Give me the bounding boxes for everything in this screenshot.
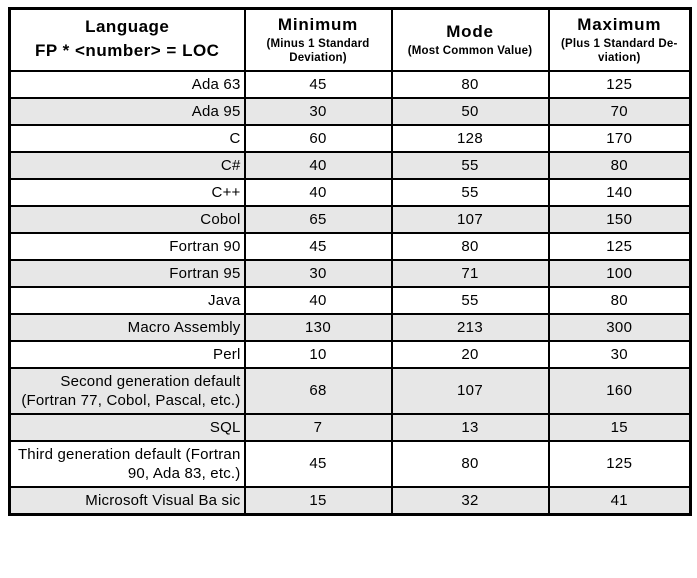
table-row: Java 40 55 80	[8, 285, 692, 315]
maximum-cell: 300	[547, 312, 692, 342]
language-header-formula: FP * <number> = LOC	[35, 41, 220, 61]
language-cell: C++	[8, 177, 246, 207]
mode-cell: 55	[390, 285, 550, 315]
language-cell: C#	[8, 150, 246, 180]
maximum-column-header: Maximum (Plus 1 Standard De-viation)	[547, 7, 692, 72]
mode-column-header: Mode (Most Common Value)	[390, 7, 550, 72]
table-row: C 60 128 170	[8, 123, 692, 153]
minimum-cell: 45	[243, 231, 393, 261]
mode-cell: 107	[390, 204, 550, 234]
mode-cell: 80	[390, 231, 550, 261]
table-row: Second generation default (Fortran 77, C…	[8, 366, 692, 415]
minimum-cell: 45	[243, 69, 393, 99]
mode-header-subtitle: (Most Common Value)	[407, 44, 533, 57]
mode-cell: 13	[390, 412, 550, 442]
table-row: Cobol 65 107 150	[8, 204, 692, 234]
maximum-cell: 41	[547, 485, 692, 515]
mode-cell: 128	[390, 123, 550, 153]
maximum-cell: 140	[547, 177, 692, 207]
table-row: Third generation default (Fortran 90, Ad…	[8, 439, 692, 488]
maximum-cell: 125	[547, 439, 692, 488]
table-row: C# 40 55 80	[8, 150, 692, 180]
language-cell: Java	[8, 285, 246, 315]
minimum-header-subtitle: (Minus 1 Standard Deviation)	[266, 37, 370, 64]
mode-cell: 71	[390, 258, 550, 288]
maximum-cell: 15	[547, 412, 692, 442]
mode-cell: 55	[390, 177, 550, 207]
minimum-cell: 10	[243, 339, 393, 369]
minimum-cell: 130	[243, 312, 393, 342]
maximum-cell: 150	[547, 204, 692, 234]
maximum-cell: 80	[547, 285, 692, 315]
language-header-title: Language	[85, 17, 170, 37]
maximum-cell: 70	[547, 96, 692, 126]
maximum-cell: 125	[547, 69, 692, 99]
table-row: Perl 10 20 30	[8, 339, 692, 369]
minimum-cell: 60	[243, 123, 393, 153]
language-cell: C	[8, 123, 246, 153]
maximum-cell: 125	[547, 231, 692, 261]
language-cell: Fortran 90	[8, 231, 246, 261]
maximum-cell: 160	[547, 366, 692, 415]
language-cell: Perl	[8, 339, 246, 369]
table-body: Ada 63 45 80 125 Ada 95 30 50 70 C 60 12…	[8, 69, 692, 515]
language-column-header: Language FP * <number> = LOC	[8, 7, 246, 72]
maximum-header-title: Maximum	[577, 14, 662, 34]
table-header: Language FP * <number> = LOC Minimum (Mi…	[8, 7, 692, 72]
minimum-cell: 40	[243, 150, 393, 180]
language-cell: Third generation default (Fortran 90, Ad…	[8, 439, 246, 488]
maximum-cell: 30	[547, 339, 692, 369]
table-row: Ada 95 30 50 70	[8, 96, 692, 126]
fp-loc-conversion-table: Language FP * <number> = LOC Minimum (Mi…	[8, 7, 692, 516]
maximum-cell: 170	[547, 123, 692, 153]
mode-cell: 80	[390, 69, 550, 99]
mode-cell: 213	[390, 312, 550, 342]
minimum-cell: 68	[243, 366, 393, 415]
mode-cell: 107	[390, 366, 550, 415]
minimum-column-header: Minimum (Minus 1 Standard Deviation)	[243, 7, 393, 72]
minimum-cell: 40	[243, 285, 393, 315]
table-row: Microsoft Visual Ba sic 15 32 41	[8, 485, 692, 515]
minimum-cell: 45	[243, 439, 393, 488]
language-cell: Ada 63	[8, 69, 246, 99]
table-row: Ada 63 45 80 125	[8, 69, 692, 99]
maximum-cell: 80	[547, 150, 692, 180]
language-cell: Ada 95	[8, 96, 246, 126]
table-row: Fortran 90 45 80 125	[8, 231, 692, 261]
minimum-cell: 40	[243, 177, 393, 207]
minimum-header-title: Minimum	[277, 14, 359, 34]
header-row: Language FP * <number> = LOC Minimum (Mi…	[8, 7, 692, 72]
mode-cell: 80	[390, 439, 550, 488]
table-row: Macro Assembly 130 213 300	[8, 312, 692, 342]
mode-cell: 55	[390, 150, 550, 180]
minimum-cell: 65	[243, 204, 393, 234]
language-cell: Cobol	[8, 204, 246, 234]
language-cell: Macro Assembly	[8, 312, 246, 342]
minimum-cell: 30	[243, 96, 393, 126]
mode-header-title: Mode	[446, 21, 494, 41]
maximum-cell: 100	[547, 258, 692, 288]
language-cell: Fortran 95	[8, 258, 246, 288]
mode-cell: 32	[390, 485, 550, 515]
mode-cell: 50	[390, 96, 550, 126]
minimum-cell: 15	[243, 485, 393, 515]
mode-cell: 20	[390, 339, 550, 369]
minimum-cell: 7	[243, 412, 393, 442]
table-row: C++ 40 55 140	[8, 177, 692, 207]
maximum-header-subtitle: (Plus 1 Standard De-viation)	[561, 37, 678, 64]
language-cell: Microsoft Visual Ba sic	[8, 485, 246, 515]
language-cell: SQL	[8, 412, 246, 442]
table-row: Fortran 95 30 71 100	[8, 258, 692, 288]
minimum-cell: 30	[243, 258, 393, 288]
table-row: SQL 7 13 15	[8, 412, 692, 442]
language-cell: Second generation default (Fortran 77, C…	[8, 366, 246, 415]
